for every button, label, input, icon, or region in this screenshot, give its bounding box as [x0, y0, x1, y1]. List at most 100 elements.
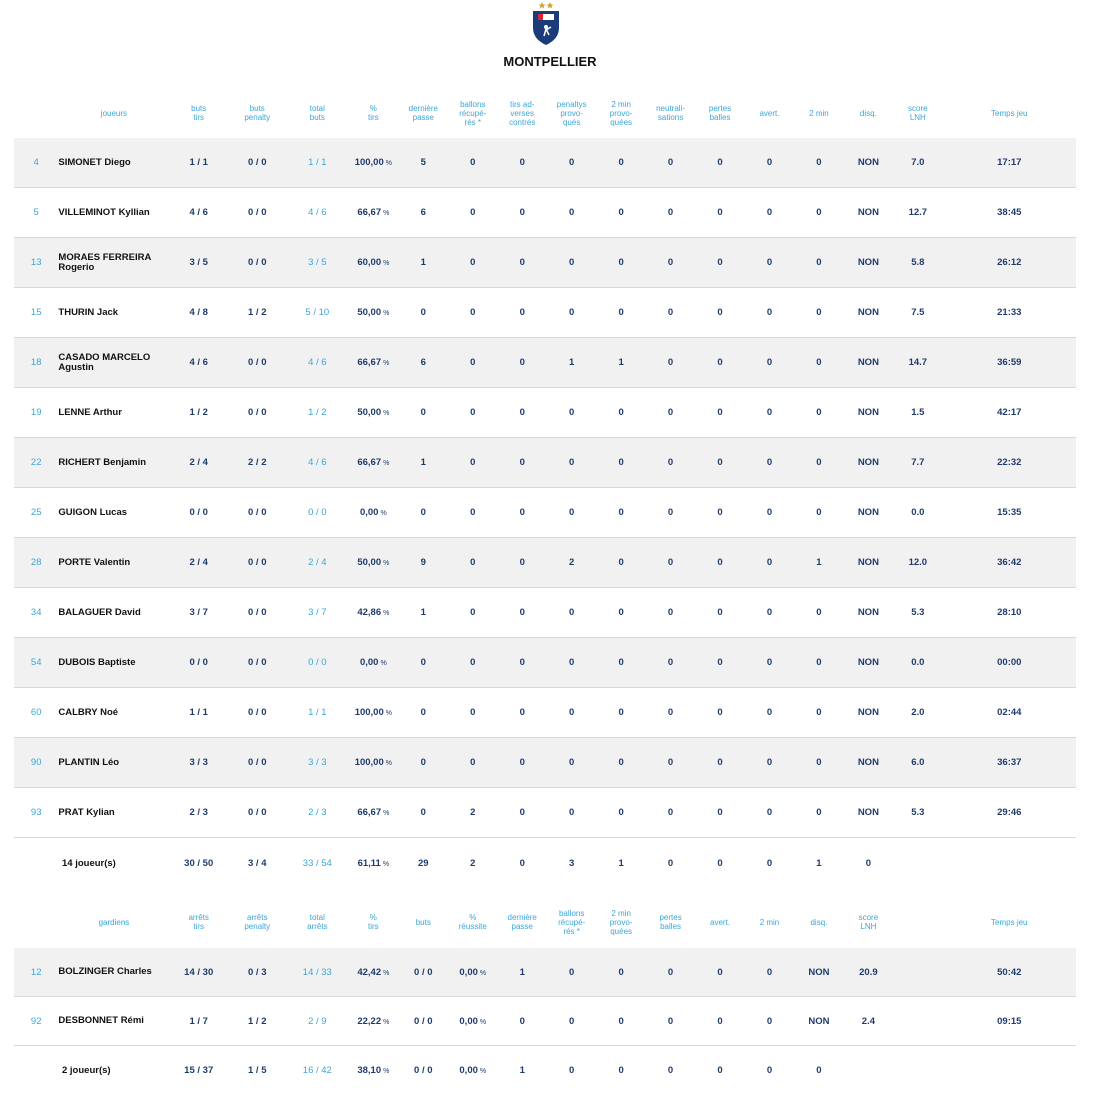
stat-cell: 0 / 0: [227, 487, 287, 538]
total-cell: [943, 838, 1076, 889]
stat-cell: 100,00%: [348, 138, 399, 188]
stat-cell: 0: [695, 787, 745, 838]
stat-cell: 2 / 3: [286, 787, 349, 838]
stat-cell: 0: [695, 138, 745, 188]
player-name: CASADO MARCELO Agustin: [58, 337, 170, 388]
stat-cell: 3 / 5: [286, 237, 349, 288]
stat-cell: 0,00%: [348, 487, 399, 538]
stat-cell: 0: [398, 487, 449, 538]
players-header-2: buts tirs: [191, 104, 207, 122]
stat-cell: NON: [843, 487, 894, 538]
goalkeepers-header-5: % tirs: [368, 913, 379, 931]
stat-cell: 0: [645, 787, 696, 838]
stat-cell: 0: [744, 537, 795, 588]
stat-cell: 1 / 1: [286, 687, 349, 738]
stat-cell: 0: [744, 687, 795, 738]
stat-cell: 0: [645, 637, 696, 688]
stat-cell: 0: [497, 737, 547, 788]
stat-cell: 0: [497, 787, 547, 838]
stat-cell: 0: [744, 287, 795, 338]
stat-cell: 5.8: [893, 237, 943, 288]
stat-cell: 1: [546, 337, 597, 388]
player-name: LENNE Arthur: [58, 387, 170, 438]
player-name: DESBONNET Rémi: [58, 996, 170, 1046]
stat-cell: 0: [645, 337, 696, 388]
jersey-number: 15: [14, 287, 59, 338]
stat-cell: 0: [596, 996, 646, 1046]
goalkeepers-header-12: avert.: [710, 917, 731, 927]
stat-cell: 0: [448, 587, 498, 638]
player-name: MORAES FERREIRA Rogerio: [58, 237, 170, 288]
stat-cell: 0 / 3: [227, 948, 287, 997]
jersey-number: 13: [14, 237, 59, 288]
table-row[interactable]: 12 BOLZINGER Charles 14 / 30 0 / 3 14 / 33 42…: [14, 948, 1076, 997]
stat-cell: NON: [843, 287, 894, 338]
players-header-11: neutrali-sations: [656, 104, 686, 122]
stat-cell: NON: [843, 437, 894, 488]
stat-cell: 0: [695, 737, 745, 788]
total-cell: 29: [418, 857, 429, 869]
stat-cell: 0: [645, 437, 696, 488]
stat-cell: 0: [744, 138, 795, 188]
goalkeepers-header-4: total arrêts: [307, 913, 328, 931]
stat-cell: 0: [448, 187, 498, 238]
stat-cell: 0: [794, 287, 844, 338]
stat-cell: 0: [645, 948, 696, 997]
goalkeepers-header-16: [893, 896, 942, 948]
stat-cell: 14 / 30: [169, 948, 228, 997]
stat-cell: 0: [645, 587, 696, 638]
stat-cell: 0 / 0: [169, 637, 228, 688]
stat-cell: 0: [546, 237, 597, 288]
stat-cell: 42,42%: [348, 948, 399, 997]
goalkeepers-header-10: 2 min provo-quées: [609, 908, 633, 936]
stat-cell: 0: [744, 948, 795, 997]
stat-cell: 0: [497, 387, 547, 438]
stat-cell: 0: [448, 637, 498, 688]
jersey-number: 92: [14, 996, 59, 1046]
stat-cell: 3 / 7: [286, 587, 349, 638]
stat-cell: 66,67%: [348, 337, 399, 388]
totals-row: 14 joueur(s) 30 / 50 3 / 4 33 / 54 61,11% 29 2…: [14, 838, 1076, 889]
players-header-14: 2 min: [809, 108, 829, 118]
stat-cell: 0: [695, 187, 745, 238]
stat-cell: 09:15: [942, 996, 1076, 1046]
stat-cell: 2 / 4: [286, 537, 349, 588]
player-name: DUBOIS Baptiste: [58, 637, 170, 688]
stat-cell: 0: [744, 187, 795, 238]
stat-cell: 4 / 6: [286, 337, 349, 388]
stat-cell: 0: [596, 687, 646, 738]
player-name: VILLEMINOT Kyllian: [58, 187, 170, 238]
stat-cell: 0: [695, 487, 745, 538]
jersey-number: 93: [14, 787, 59, 838]
goalkeepers-header-8: dernière passe: [507, 913, 537, 931]
stat-cell: 0: [596, 787, 646, 838]
stat-cell: 0: [744, 787, 795, 838]
stat-cell: 0: [596, 237, 646, 288]
ffhb-logo-icon: [533, 2, 559, 45]
stat-cell: 0: [695, 587, 745, 638]
stat-cell: 0: [695, 687, 745, 738]
stat-cell: 21:33: [942, 287, 1076, 338]
stat-cell: 0: [794, 487, 844, 538]
team-header: MONTPELLIER: [0, 0, 1100, 75]
stat-cell: 66,67%: [348, 787, 399, 838]
total-cell: 0: [766, 857, 773, 869]
stat-cell: 0: [497, 287, 547, 338]
stat-cell: 0: [645, 737, 696, 788]
total-cell: 0: [766, 1064, 773, 1076]
